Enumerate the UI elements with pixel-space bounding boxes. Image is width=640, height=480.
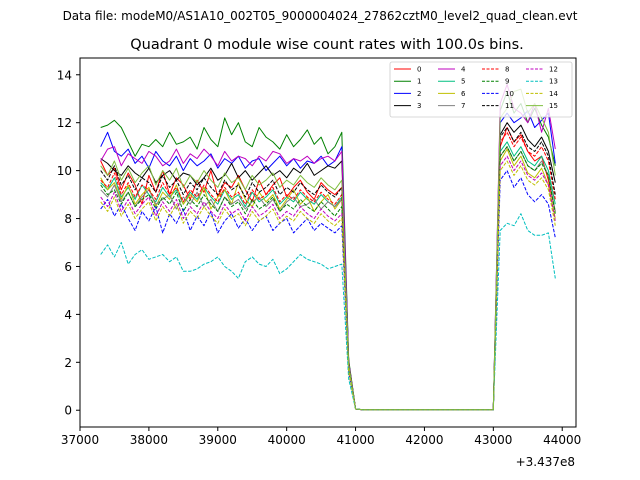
y-tick-label: 0 [64, 404, 72, 418]
x-axis: 37000 38000 39000 40000 41000 42000 43000 44000 [61, 427, 581, 447]
data-file-label: Data file: modeM0/AS1A10_002T05_90000040… [63, 9, 578, 23]
legend-label-9: 9 [505, 78, 509, 86]
x-tick-label: 43000 [474, 433, 512, 447]
x-tick-label: 38000 [130, 433, 168, 447]
y-tick-label: 10 [57, 164, 72, 178]
legend-label-14: 14 [549, 90, 558, 98]
x-tick-label: 42000 [405, 433, 443, 447]
legend-label-10: 10 [505, 90, 514, 98]
series-layer [100, 83, 556, 411]
legend-label-6: 6 [461, 90, 466, 98]
legend-label-4: 4 [461, 66, 466, 74]
x-tick-label: 37000 [61, 433, 99, 447]
legend-label-11: 11 [505, 102, 514, 110]
x-axis-offset-label: +3.437e8 [516, 455, 575, 469]
legend-label-2: 2 [417, 90, 421, 98]
y-axis: 0 2 4 6 8 10 12 14 [57, 68, 80, 418]
legend-box [389, 61, 573, 118]
x-tick-label: 39000 [199, 433, 237, 447]
series-line-9 [100, 146, 556, 411]
y-tick-label: 6 [64, 260, 72, 274]
legend-label-7: 7 [461, 102, 465, 110]
x-tick-label: 40000 [268, 433, 306, 447]
y-tick-label: 14 [57, 68, 72, 82]
legend-label-15: 15 [549, 102, 558, 110]
legend-label-3: 3 [417, 102, 421, 110]
series-line-15 [100, 88, 556, 411]
legend-label-1: 1 [417, 78, 421, 86]
legend-label-0: 0 [417, 66, 421, 74]
y-tick-label: 4 [64, 308, 72, 322]
x-tick-label: 44000 [543, 433, 581, 447]
x-tick-label: 41000 [336, 433, 374, 447]
legend-label-8: 8 [505, 66, 509, 74]
legend-label-12: 12 [549, 66, 558, 74]
series-line-10 [100, 170, 556, 411]
legend-label-5: 5 [461, 78, 465, 86]
y-tick-label: 8 [64, 212, 72, 226]
y-tick-label: 2 [64, 356, 72, 370]
y-tick-label: 12 [57, 116, 72, 130]
legend-label-13: 13 [549, 78, 558, 86]
chart-title: Quadrant 0 module wise count rates with … [130, 37, 524, 53]
plot-area-frame [79, 57, 577, 428]
